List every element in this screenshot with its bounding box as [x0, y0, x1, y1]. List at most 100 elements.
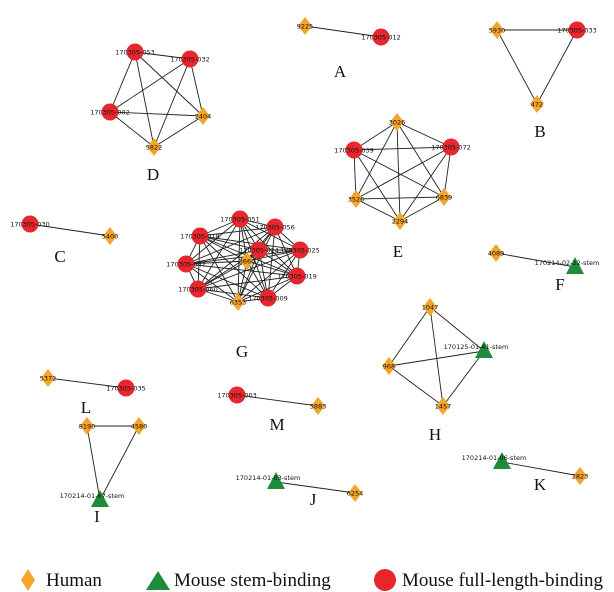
human-diamond-icon: [489, 244, 503, 262]
node-diamond-3526: 3526: [348, 190, 364, 208]
legend-label-mouse-full: Mouse full-length-binding: [402, 570, 604, 591]
node-diamond-2294: 2294: [392, 212, 408, 230]
edge-D-2-4: [109, 111, 155, 148]
node-label: 5822: [146, 144, 163, 152]
human-diamond-icon: [147, 138, 161, 156]
human-diamond-icon: [80, 417, 94, 435]
edge-G-1-4: [267, 226, 276, 299]
node-label: 170305-033: [557, 27, 597, 35]
edge-G-0-5: [237, 218, 241, 303]
edge-G-5-10: [237, 249, 260, 303]
node-label: 4089: [488, 250, 505, 258]
node-circle-170305-033: 170305-033: [557, 21, 597, 39]
mouse-full-circle-icon: [345, 141, 363, 159]
node-diamond-5372: 5372: [40, 369, 57, 387]
edge-E-2-5: [353, 149, 445, 198]
human-diamond-icon: [423, 298, 437, 316]
edge-G-4-8: [199, 235, 269, 299]
node-label: 170214-01-06-stem: [462, 454, 527, 462]
edge-G-2-8: [199, 235, 301, 251]
mouse-full-circle-icon: [374, 569, 396, 591]
node-label: 5400: [102, 233, 119, 241]
cluster-label-K: K: [534, 475, 547, 494]
node-diamond-472: 472: [530, 95, 544, 113]
human-diamond-icon: [21, 569, 35, 591]
edge-G-1-7: [185, 226, 276, 265]
edge-H-2-3: [388, 365, 444, 407]
node-label: 170305-032: [170, 56, 210, 64]
edge-E-3-4: [355, 198, 401, 222]
node-label: 170305-019: [277, 273, 317, 281]
node-circle-170305-018: 170305-018: [180, 227, 220, 245]
human-diamond-icon: [573, 467, 587, 485]
node-label: 9225: [297, 23, 314, 31]
edge-B-0-2: [496, 29, 538, 105]
edge-G-1-5: [237, 226, 276, 303]
node-label: 170305-009: [248, 295, 288, 303]
node-diamond-1457: 1457: [435, 397, 452, 415]
edge-G-3-5: [237, 275, 298, 303]
edges-layer: [29, 25, 581, 501]
node-diamond-3883: 3883: [310, 397, 326, 415]
mouse-stem-triangle-icon: [91, 490, 109, 507]
human-diamond-icon: [132, 417, 146, 435]
edge-D-1-4: [153, 58, 191, 148]
node-label: 170305-047: [166, 261, 206, 269]
node-circle-170305-012: 170305-012: [361, 28, 401, 46]
mouse-full-circle-icon: [288, 267, 306, 285]
mouse-full-circle-icon: [177, 255, 195, 273]
node-circle-170305-019: 170305-019: [277, 267, 317, 285]
edge-G-5-7: [185, 263, 239, 303]
edge-B-1-2: [536, 29, 578, 105]
mouse-full-circle-icon: [442, 138, 460, 156]
nodes-layer: 9225 170305-012 5930 170305-033 472 170305-03…: [10, 17, 599, 507]
edge-D-1-3: [189, 58, 204, 117]
cluster-label-L: L: [81, 398, 91, 417]
node-label: 170305-003: [217, 392, 257, 400]
human-diamond-icon: [348, 484, 362, 502]
edge-G-8-10: [199, 235, 260, 251]
node-label: 6254: [347, 490, 364, 498]
human-diamond-icon: [349, 190, 363, 208]
node-label: 170125-01-41-stem: [444, 343, 509, 351]
node-label: 170214-01-03-stem: [236, 474, 301, 482]
node-diamond-4580: 4580: [131, 417, 147, 435]
edge-E-2-3: [399, 196, 445, 222]
edge-H-1-2: [442, 350, 485, 407]
node-triangle-170214-02-22-stem: 170214-02-22-stem: [535, 257, 599, 274]
legend-item-mouse-stem: Mouse stem-binding: [146, 570, 331, 591]
edge-H-1-3: [388, 350, 485, 367]
node-label: 170305-012: [361, 34, 401, 42]
legend-item-human: Human: [21, 569, 102, 591]
cluster-label-E: E: [393, 242, 403, 261]
edge-D-0-2: [109, 51, 136, 113]
node-circle-170305-072: 170305-072: [431, 138, 471, 156]
node-triangle-170214-01-67-stem: 170214-01-67-stem: [60, 490, 124, 507]
mouse-full-circle-icon: [291, 241, 309, 259]
mouse-full-circle-icon: [126, 43, 144, 61]
node-diamond-8190: 8190: [79, 417, 95, 435]
cluster-label-F: F: [555, 275, 564, 294]
node-circle-170305-030: 170305-030: [10, 215, 50, 233]
edge-G-2-6: [197, 249, 301, 290]
mouse-full-circle-icon: [259, 289, 277, 307]
node-diamond-6353: 6353: [230, 293, 246, 311]
node-label: 1457: [435, 403, 452, 411]
node-label: 1047: [422, 304, 439, 312]
mouse-full-circle-icon: [250, 241, 268, 259]
node-triangle-170214-01-03-stem: 170214-01-03-stem: [236, 472, 301, 489]
node-label: 5372: [40, 375, 57, 383]
human-diamond-icon: [103, 227, 117, 245]
edge-H-0-1: [429, 306, 485, 352]
human-diamond-icon: [393, 212, 407, 230]
node-label: 2823: [572, 473, 589, 481]
node-label: 170305-060: [178, 286, 218, 294]
edge-J-0-1: [275, 481, 356, 494]
edge-D-2-3: [109, 111, 204, 117]
legend-label-mouse-stem: Mouse stem-binding: [174, 570, 331, 591]
node-label: 170305-035: [106, 385, 146, 393]
node-label: 968: [383, 363, 395, 371]
legend: Human Mouse stem-binding Mouse full-leng…: [21, 569, 604, 591]
human-diamond-icon: [382, 357, 396, 375]
node-label: 170305-002: [90, 109, 130, 117]
